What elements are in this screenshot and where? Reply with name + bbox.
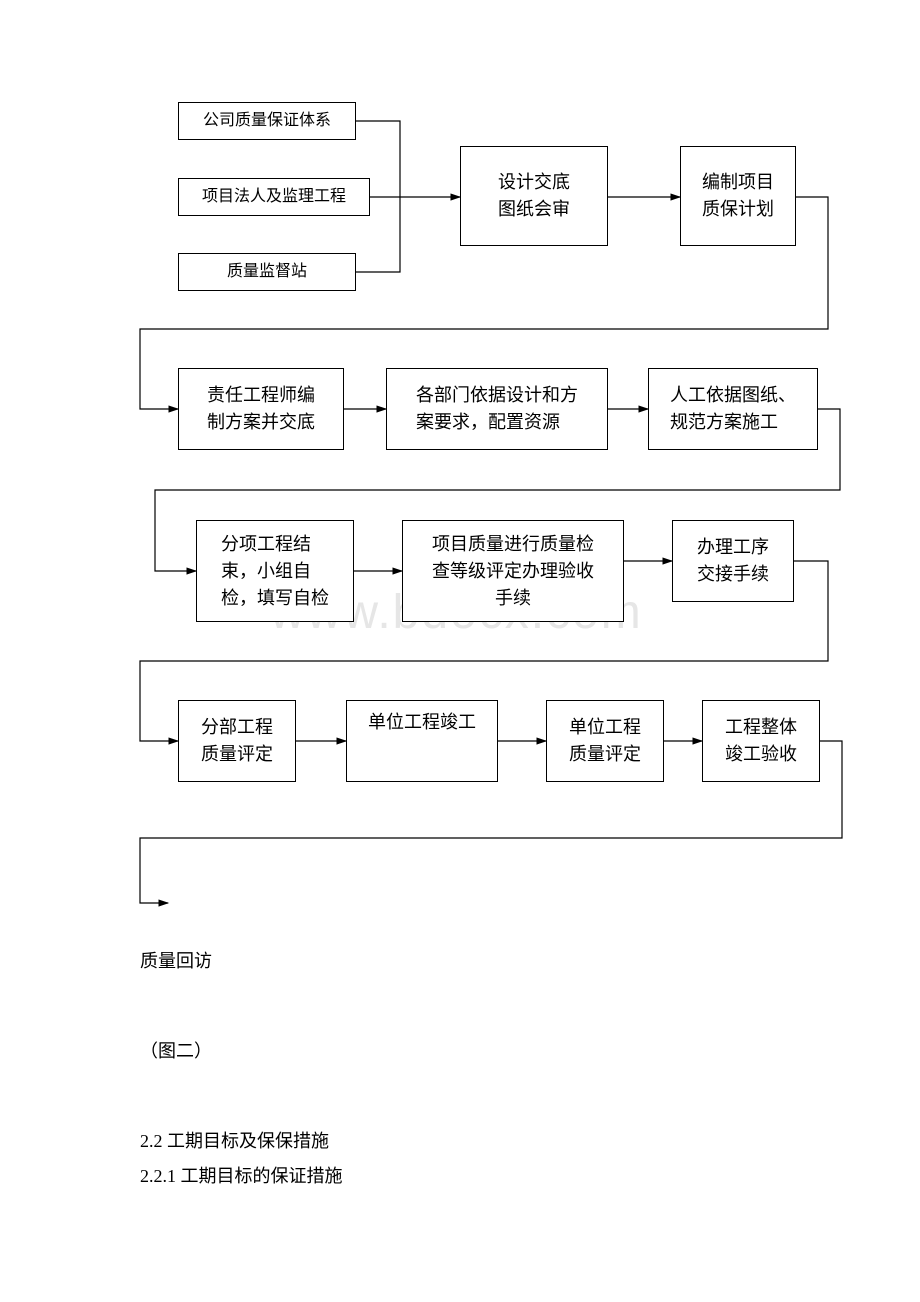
node-label: 单位工程质量评定 [569,714,641,768]
node-label: 各部门依据设计和方案要求，配置资源 [416,382,578,436]
node-label: 分项工程结束，小组自检，填写自检 [221,531,329,612]
node-label: 编制项目质保计划 [702,169,774,223]
text-section-2-2: 2.2 工期目标及保保措施 [140,1125,329,1157]
node-qa-plan: 编制项目质保计划 [680,146,796,246]
node-final-acceptance: 工程整体竣工验收 [702,700,820,782]
node-handover: 办理工序交接手续 [672,520,794,602]
node-unit-eval: 单位工程质量评定 [546,700,664,782]
node-label: 责任工程师编制方案并交底 [207,382,315,436]
node-design-review: 设计交底图纸会审 [460,146,608,246]
node-engineer-plan: 责任工程师编制方案并交底 [178,368,344,450]
node-construction: 人工依据图纸、规范方案施工 [648,368,818,450]
text-figure-caption: （图二） [140,1035,212,1067]
node-label: 质量监督站 [227,260,307,284]
node-label: 分部工程质量评定 [201,714,273,768]
node-label: 人工依据图纸、规范方案施工 [670,382,796,436]
node-unit-completion: 单位工程竣工 [346,700,498,782]
node-label: 公司质量保证体系 [203,109,331,133]
node-quality-check: 项目质量进行质量检查等级评定办理验收手续 [402,520,624,622]
node-quality-station: 质量监督站 [178,253,356,291]
node-section-eval: 分部工程质量评定 [178,700,296,782]
flowchart-canvas: www.bdocx.com 公司质量保证体系 项目法人及监理工程 质量监督站 设… [0,0,920,1302]
node-legal-supervisor: 项目法人及监理工程 [178,178,370,216]
node-label: 单位工程竣工 [368,709,476,736]
node-dept-resources: 各部门依据设计和方案要求，配置资源 [386,368,608,450]
text-quality-revisit: 质量回访 [140,945,212,977]
text-section-2-2-1: 2.2.1 工期目标的保证措施 [140,1160,343,1192]
node-company-qa: 公司质量保证体系 [178,102,356,140]
node-label: 项目法人及监理工程 [202,185,346,209]
node-label: 项目质量进行质量检查等级评定办理验收手续 [432,531,594,612]
node-subitem-selfcheck: 分项工程结束，小组自检，填写自检 [196,520,354,622]
node-label: 工程整体竣工验收 [725,714,797,768]
node-label: 办理工序交接手续 [697,534,769,588]
node-label: 设计交底图纸会审 [498,169,570,223]
